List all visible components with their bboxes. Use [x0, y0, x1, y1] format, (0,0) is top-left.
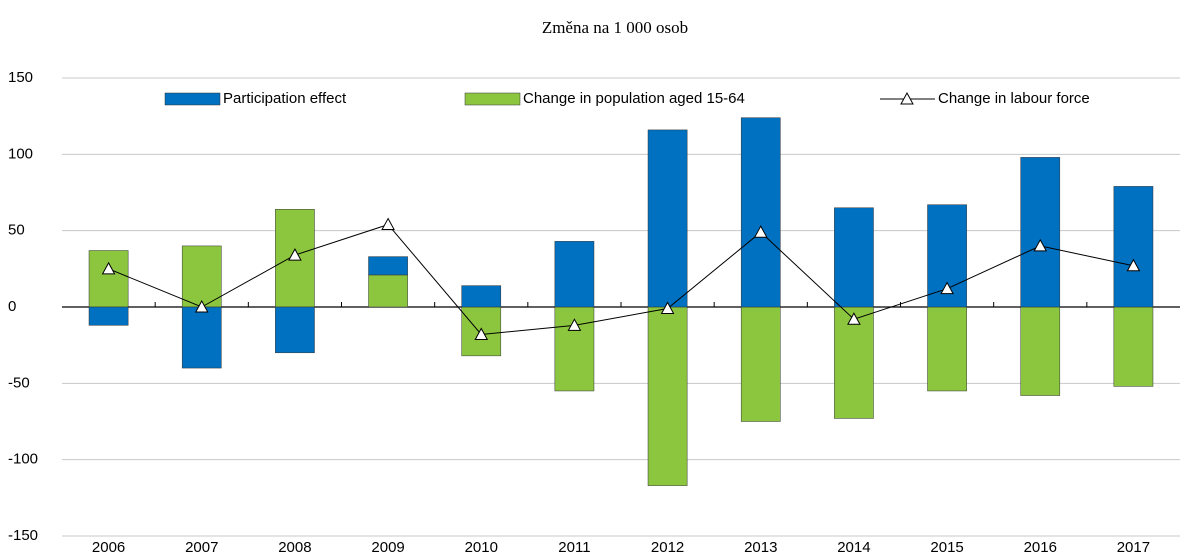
bar [740, 117, 781, 308]
bar [181, 306, 222, 369]
bar [1020, 306, 1061, 396]
marker [194, 299, 209, 313]
x-tick-label: 2007 [185, 539, 218, 556]
legend-label: Participation effect [223, 90, 347, 107]
x-tick-label: 2015 [930, 539, 963, 556]
marker [381, 217, 395, 231]
marker [753, 225, 768, 238]
y-tick-label: -150 [8, 527, 38, 544]
bar [1020, 157, 1061, 308]
x-tick-label: 2011 [558, 539, 590, 556]
marker [101, 261, 116, 275]
y-tick-label: 0 [8, 298, 16, 315]
bar [1113, 306, 1154, 387]
bar [927, 306, 967, 392]
marker [1126, 258, 1141, 272]
y-tick-label: -100 [8, 451, 38, 468]
x-tick-label: 2016 [1024, 539, 1057, 556]
marker [567, 318, 582, 331]
x-tick-label: 2009 [371, 539, 404, 556]
marker [474, 327, 489, 340]
x-tick-label: 2014 [837, 539, 870, 556]
marker [847, 312, 861, 325]
bar [834, 207, 874, 308]
marker [288, 248, 302, 261]
x-tick-label: 2013 [744, 539, 777, 556]
marker [1033, 238, 1048, 252]
x-tick-label: 2012 [651, 539, 684, 556]
legend-label: Change in population aged 15-64 [523, 90, 745, 107]
bar [275, 306, 315, 354]
bar [368, 256, 408, 276]
x-tick-label: 2017 [1117, 539, 1150, 556]
bar [554, 241, 595, 308]
bar [181, 245, 222, 308]
chart-title: Změna na 1 000 osob [542, 18, 688, 37]
bar [647, 306, 688, 486]
bar [88, 250, 129, 308]
bar [1113, 186, 1154, 308]
legend-swatch [900, 91, 914, 105]
x-tick-label: 2006 [92, 539, 125, 556]
bar [368, 274, 408, 308]
bar [834, 306, 874, 419]
y-tick-label: 50 [8, 222, 25, 239]
legend-swatch [164, 92, 221, 106]
y-tick-label: 150 [8, 69, 33, 86]
x-tick-label: 2010 [465, 539, 498, 556]
legend-swatch [464, 92, 521, 106]
y-tick-label: -50 [8, 374, 30, 391]
marker [940, 281, 954, 295]
bar [88, 306, 129, 326]
marker [660, 301, 675, 315]
bar [461, 285, 502, 308]
line [108, 223, 1134, 336]
y-tick-label: 100 [8, 145, 33, 162]
legend-label: Change in labour force [938, 90, 1090, 107]
bar [647, 129, 688, 308]
bar [740, 306, 781, 422]
x-tick-label: 2008 [278, 539, 311, 556]
